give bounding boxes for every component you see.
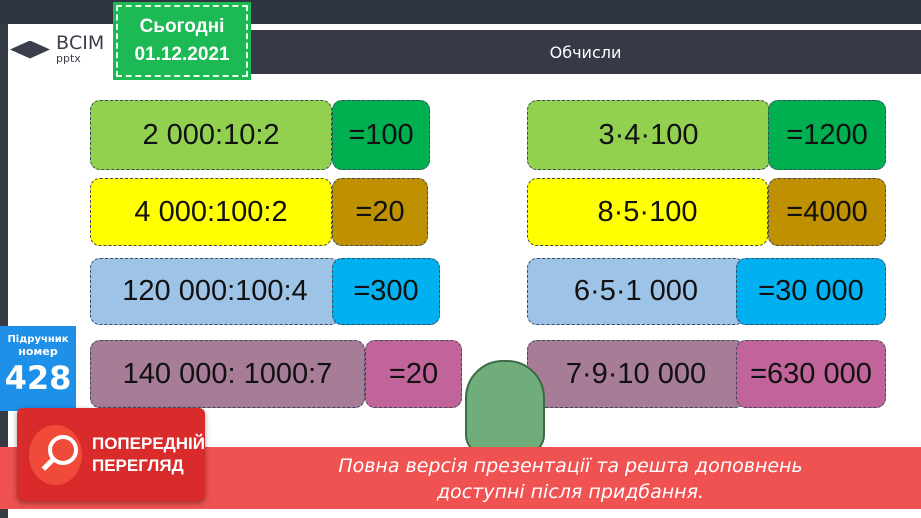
- answer-box: =20: [332, 178, 428, 246]
- logo-text: ВСІМ: [56, 32, 105, 54]
- answer-box: =630 000: [736, 340, 886, 408]
- left-frame: [0, 24, 8, 518]
- expression-box: 4 000:100:2: [90, 178, 332, 246]
- preview-line-1: ПОПЕРЕДНІЙ: [91, 433, 205, 453]
- answer-box: =300: [332, 258, 440, 325]
- textbook-label: Підручник: [7, 334, 69, 345]
- answer-box: =1200: [768, 100, 886, 170]
- logo-sub: pptx: [56, 52, 81, 65]
- page-title: Обчисли: [549, 42, 622, 62]
- preview-line-2: ПЕРЕГЛЯД: [91, 455, 184, 475]
- expression-box: 7·9·10 000: [527, 340, 745, 408]
- exercise-number: 428: [4, 359, 72, 397]
- answer-box: =30 000: [736, 258, 886, 325]
- date-badge: Сьогодні 01.12.2021: [113, 2, 251, 80]
- title-bar: Обчисли: [250, 30, 921, 74]
- magnifier-icon: [29, 424, 82, 485]
- banner-line-1: Повна версія презентації та решта доповн…: [338, 455, 803, 477]
- expression-box: 120 000:100:4: [90, 258, 340, 325]
- graduation-cap-icon: [10, 40, 50, 59]
- date-label: Сьогодні: [139, 16, 225, 37]
- expression-box: 140 000: 1000:7: [90, 340, 365, 408]
- expression-box: 3·4·100: [527, 100, 770, 170]
- preview-button[interactable]: ПОПЕРЕДНІЙ ПЕРЕГЛЯД: [17, 408, 205, 501]
- expression-box: 8·5·100: [527, 178, 768, 246]
- expression-box: 2 000:10:2: [90, 100, 332, 170]
- answer-box: =20: [365, 340, 462, 408]
- expression-box: 6·5·1 000: [527, 258, 745, 325]
- date-value: 01.12.2021: [134, 44, 230, 65]
- backpack-character-illustration: [465, 360, 545, 455]
- logo: ВСІМ pptx: [10, 34, 104, 65]
- banner-line-2: доступні після придбання.: [436, 481, 705, 503]
- answer-box: =100: [332, 100, 430, 170]
- textbook-number-badge: Підручник номер 428: [0, 326, 76, 411]
- number-label: номер: [18, 345, 58, 358]
- answer-box: =4000: [768, 178, 886, 246]
